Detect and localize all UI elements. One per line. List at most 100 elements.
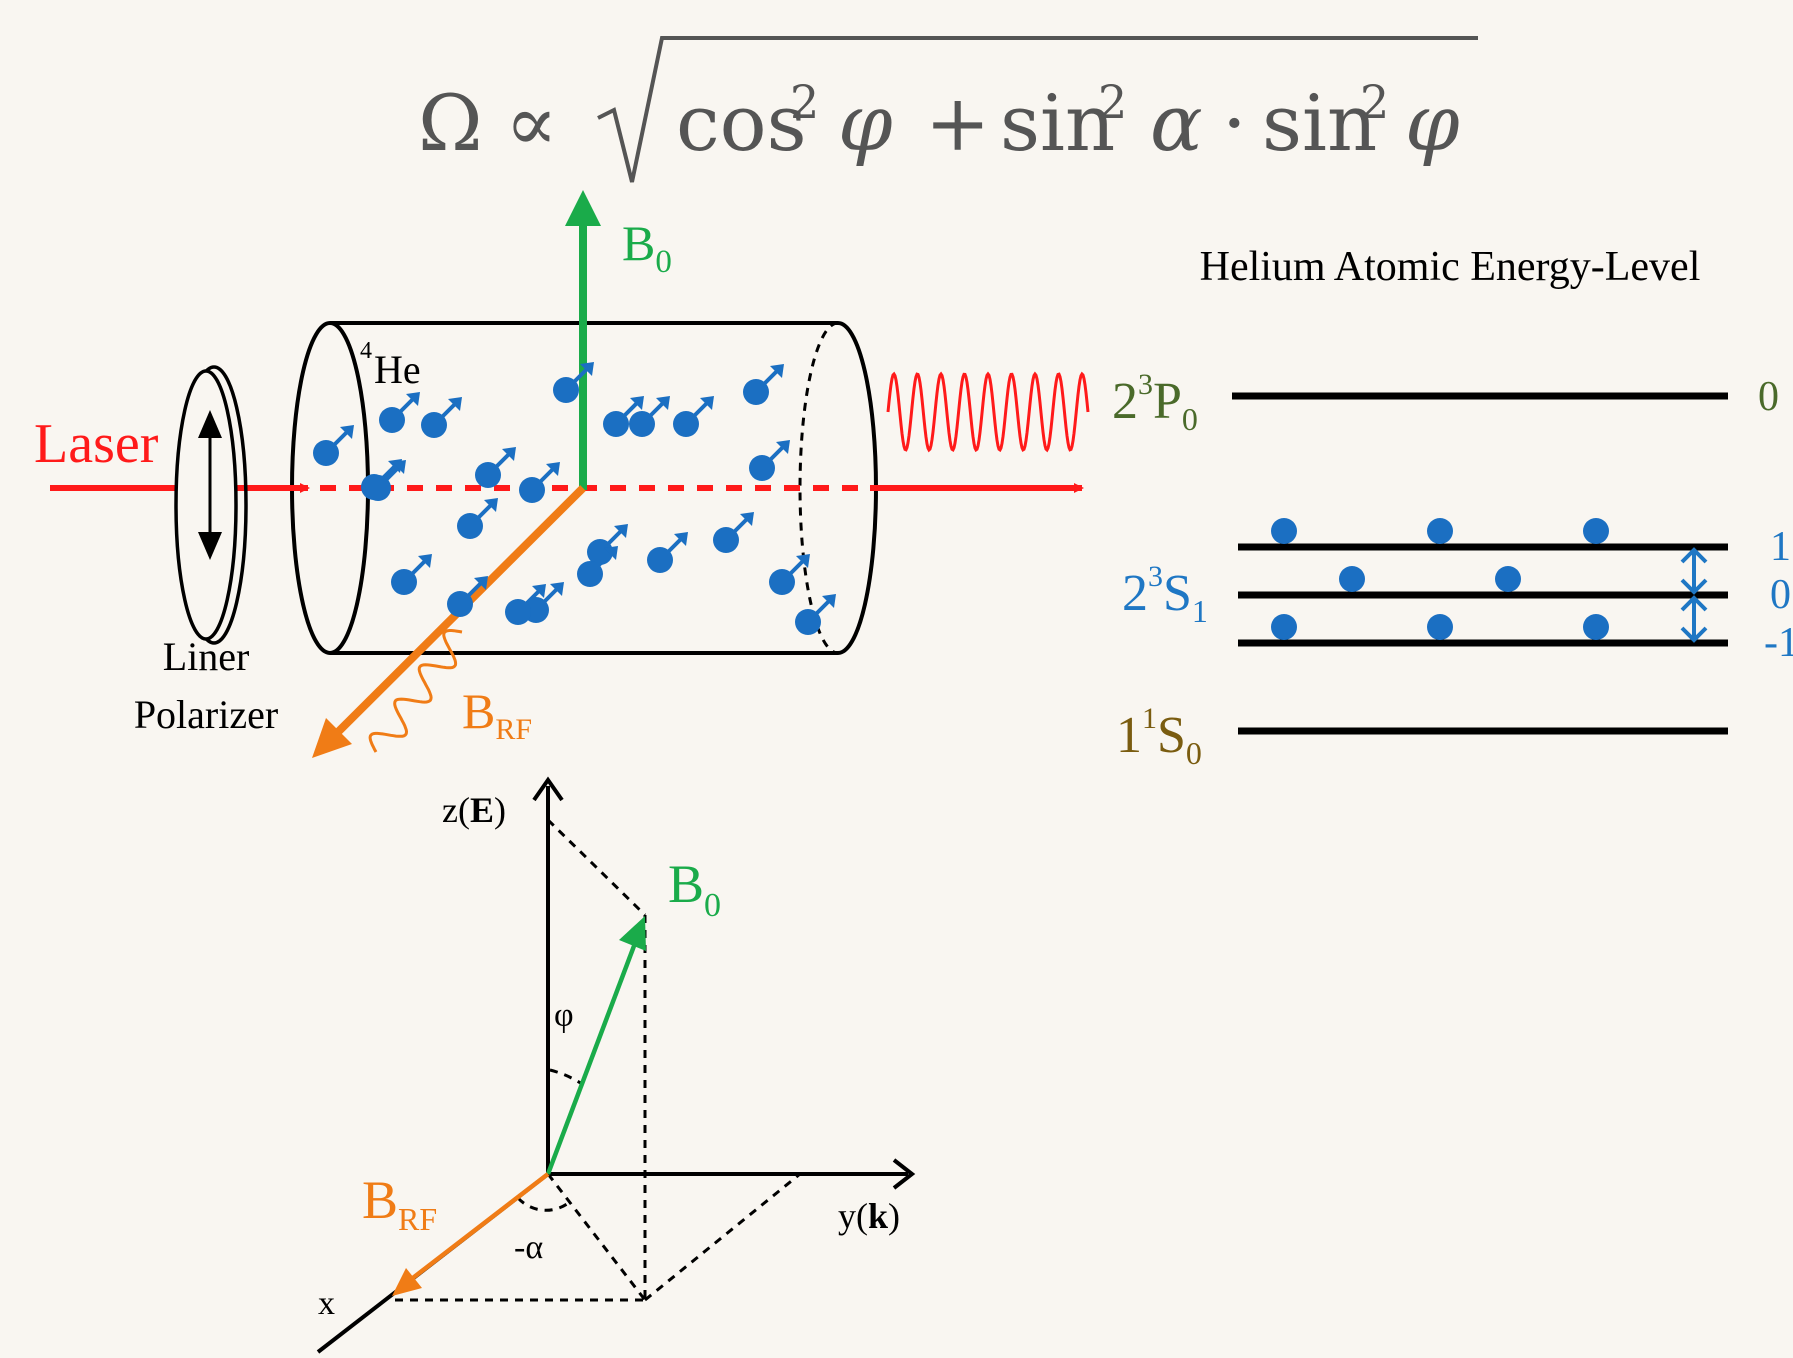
energy-level-title: Helium Atomic Energy-Level <box>1200 244 1701 290</box>
formula-sin1: sin <box>1000 79 1115 169</box>
atom-spin-arrow <box>812 598 832 618</box>
brf-vector-arrowhead <box>392 1268 422 1296</box>
formula-propto: ∝ <box>505 79 558 169</box>
atom-spin-arrowhead <box>406 392 420 406</box>
transmitted-wave-icon <box>886 371 1090 453</box>
he-superscript: 4 <box>360 338 372 364</box>
population-dot <box>1427 518 1453 544</box>
population-dot <box>1271 518 1297 544</box>
atom-spin-arrowhead <box>614 524 628 538</box>
atom-spin-arrowhead <box>448 397 462 411</box>
s-sublevel-0: 0 <box>1770 572 1791 618</box>
b0-arrowhead <box>565 190 601 226</box>
atom-spin-arrow <box>730 516 750 536</box>
population-dot <box>1495 566 1521 592</box>
helium-atoms <box>313 362 836 635</box>
formula-cos: cos <box>676 79 807 169</box>
atom-spin-arrow <box>664 536 684 556</box>
atom-spin-arrow <box>690 400 710 420</box>
atom-spin-arrowhead <box>580 362 594 376</box>
atom-spin-arrowhead <box>474 576 488 590</box>
atom-spin-arrow <box>594 550 614 570</box>
atom-spin-arrow <box>396 396 416 416</box>
atom-spin-arrow <box>536 466 556 486</box>
atom-spin-arrowhead <box>630 396 644 410</box>
formula: Ω ∝ cos 2 φ + sin 2 α · sin 2 φ <box>418 36 1478 183</box>
atom-spin-arrow <box>766 444 786 464</box>
population-dot <box>1339 566 1365 592</box>
atom-spin-arrow <box>492 451 512 471</box>
atom-spin-arrow <box>540 586 560 606</box>
projection-lines <box>395 818 801 1302</box>
formula-phi1: φ <box>838 79 893 169</box>
brf-label: BRF <box>462 683 532 746</box>
population-dots <box>1271 518 1609 640</box>
atom-spin-arrow <box>570 366 590 386</box>
y-axis-label: y(k) <box>838 1196 900 1236</box>
population-dot <box>1583 614 1609 640</box>
atom-spin-arrowhead <box>776 440 790 454</box>
y-axis-arrowhead <box>892 1158 916 1190</box>
brf-arrowhead <box>312 718 352 758</box>
atom-spin-arrowhead <box>656 396 670 410</box>
formula-sup2: 2 <box>1098 75 1127 129</box>
population-dot <box>1427 614 1453 640</box>
level-2-3s1-label: 23S1 <box>1122 560 1208 629</box>
atom-spin-arrowhead <box>674 532 688 546</box>
atom-spin-arrow <box>786 558 806 578</box>
brf-vector <box>403 1172 550 1286</box>
atom-spin-arrowhead <box>418 554 432 568</box>
population-dot <box>1583 518 1609 544</box>
rf-transition-arrows <box>1680 547 1708 643</box>
rf-wave-icon <box>368 629 463 753</box>
atom-spin-arrowhead <box>340 425 354 439</box>
atom-spin-arrow <box>464 580 484 600</box>
p-sublevel-label: 0 <box>1758 374 1779 420</box>
atom-spin-arrowhead <box>770 364 784 378</box>
atom-spin-arrow <box>408 558 428 578</box>
alpha-angle-label: -α <box>514 1229 543 1266</box>
atom-spin-arrow <box>522 588 542 608</box>
polarizer-label-line1: Liner <box>163 634 250 679</box>
b0-label: B0 <box>622 215 672 280</box>
atom-spin-arrowhead <box>604 546 618 560</box>
atom-spin-arrow <box>382 464 402 484</box>
atom-spin-arrow <box>604 528 624 548</box>
formula-omega: Ω <box>418 79 483 169</box>
level-2-3p0-label: 23P0 <box>1112 368 1198 437</box>
atom-spin-arrowhead <box>550 582 564 596</box>
x-axis-label: x <box>318 1285 335 1322</box>
atom-spin-arrow <box>438 401 458 421</box>
s-sublevel-minus1: -1 <box>1764 620 1793 666</box>
b0-vector <box>545 929 643 1175</box>
formula-sin2: sin <box>1262 79 1377 169</box>
formula-phi2: φ <box>1405 79 1460 169</box>
atom-spin-arrow <box>620 400 640 420</box>
z-axis-label: z(E) <box>442 790 506 830</box>
atom-spin-arrow <box>330 429 350 449</box>
formula-alpha: α <box>1150 79 1203 169</box>
s-sublevel-1: 1 <box>1770 524 1791 570</box>
atom-spin-arrowhead <box>796 554 810 568</box>
atom-spin-arrowhead <box>546 462 560 476</box>
atom-spin-arrowhead <box>502 447 516 461</box>
atom-spin-arrow <box>646 400 666 420</box>
formula-sqrt <box>597 36 1478 183</box>
phi-angle-label: φ <box>554 997 574 1034</box>
b0-vector-label: B0 <box>668 854 721 924</box>
linear-polarizer-icon <box>174 365 248 645</box>
atom-spin-arrowhead <box>700 396 714 410</box>
apparatus: B0 4 He Laser Liner Polarizer BRF <box>34 190 1090 758</box>
atom-spin-arrowhead <box>822 594 836 608</box>
level-1-1s0-label: 11S0 <box>1116 702 1202 771</box>
formula-sup1: 2 <box>790 75 819 129</box>
population-dot <box>1271 614 1297 640</box>
z-axis-arrowhead <box>532 776 564 802</box>
formula-dot: · <box>1222 79 1247 169</box>
laser-label: Laser <box>34 413 159 475</box>
atom-spin-arrow <box>474 502 494 522</box>
atom-spin-arrowhead <box>740 512 754 526</box>
formula-sup3: 2 <box>1360 75 1389 129</box>
atom-spin-arrow <box>760 368 780 388</box>
